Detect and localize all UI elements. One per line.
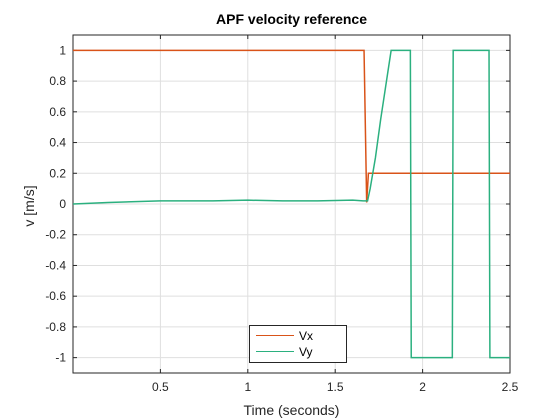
chart-title: APF velocity reference bbox=[216, 11, 367, 27]
x-tick-label: 2.5 bbox=[502, 380, 519, 394]
y-tick-label: 0.6 bbox=[49, 105, 66, 119]
series-line-vy bbox=[72, 49, 510, 359]
y-tick-label: 0.2 bbox=[49, 166, 66, 180]
series-line-vx bbox=[73, 49, 510, 203]
y-tick-label: 0 bbox=[59, 197, 66, 211]
y-tick-label: -0.8 bbox=[45, 320, 66, 334]
legend-swatch-vy bbox=[256, 351, 294, 352]
legend-entry-vx: Vx bbox=[250, 328, 346, 344]
legend-label-vx: Vx bbox=[299, 329, 314, 343]
x-tick-label: 1.5 bbox=[327, 380, 344, 394]
x-tick-label: 1 bbox=[244, 380, 251, 394]
y-tick-label: -0.4 bbox=[45, 258, 66, 272]
legend-entry-vy: Vy bbox=[250, 344, 346, 360]
y-tick-label: 1 bbox=[59, 43, 66, 57]
legend-label-vy: Vy bbox=[299, 345, 313, 359]
series-layer bbox=[72, 49, 510, 359]
legend-swatch-vx bbox=[256, 335, 294, 336]
x-axis-label: Time (seconds) bbox=[243, 402, 340, 418]
x-tick-label: 0.5 bbox=[152, 380, 169, 394]
y-tick-label: 0.4 bbox=[49, 136, 66, 150]
y-tick-label: -0.6 bbox=[45, 289, 66, 303]
grid-layer bbox=[73, 35, 511, 373]
x-tick-label: 2 bbox=[419, 380, 426, 394]
tick-labels: 0.5 1 1.5 2 2.5 1 0.8 0.6 0.4 0.2 0 -0.2 -0.4 -0.6 -0.… bbox=[45, 43, 518, 394]
y-tick-label: 0.8 bbox=[49, 74, 66, 88]
y-tick-label: -1 bbox=[55, 351, 66, 365]
legend: Vx Vy bbox=[249, 325, 347, 363]
y-tick-label: -0.2 bbox=[45, 228, 66, 242]
y-axis-label: v [m/s] bbox=[21, 185, 37, 227]
